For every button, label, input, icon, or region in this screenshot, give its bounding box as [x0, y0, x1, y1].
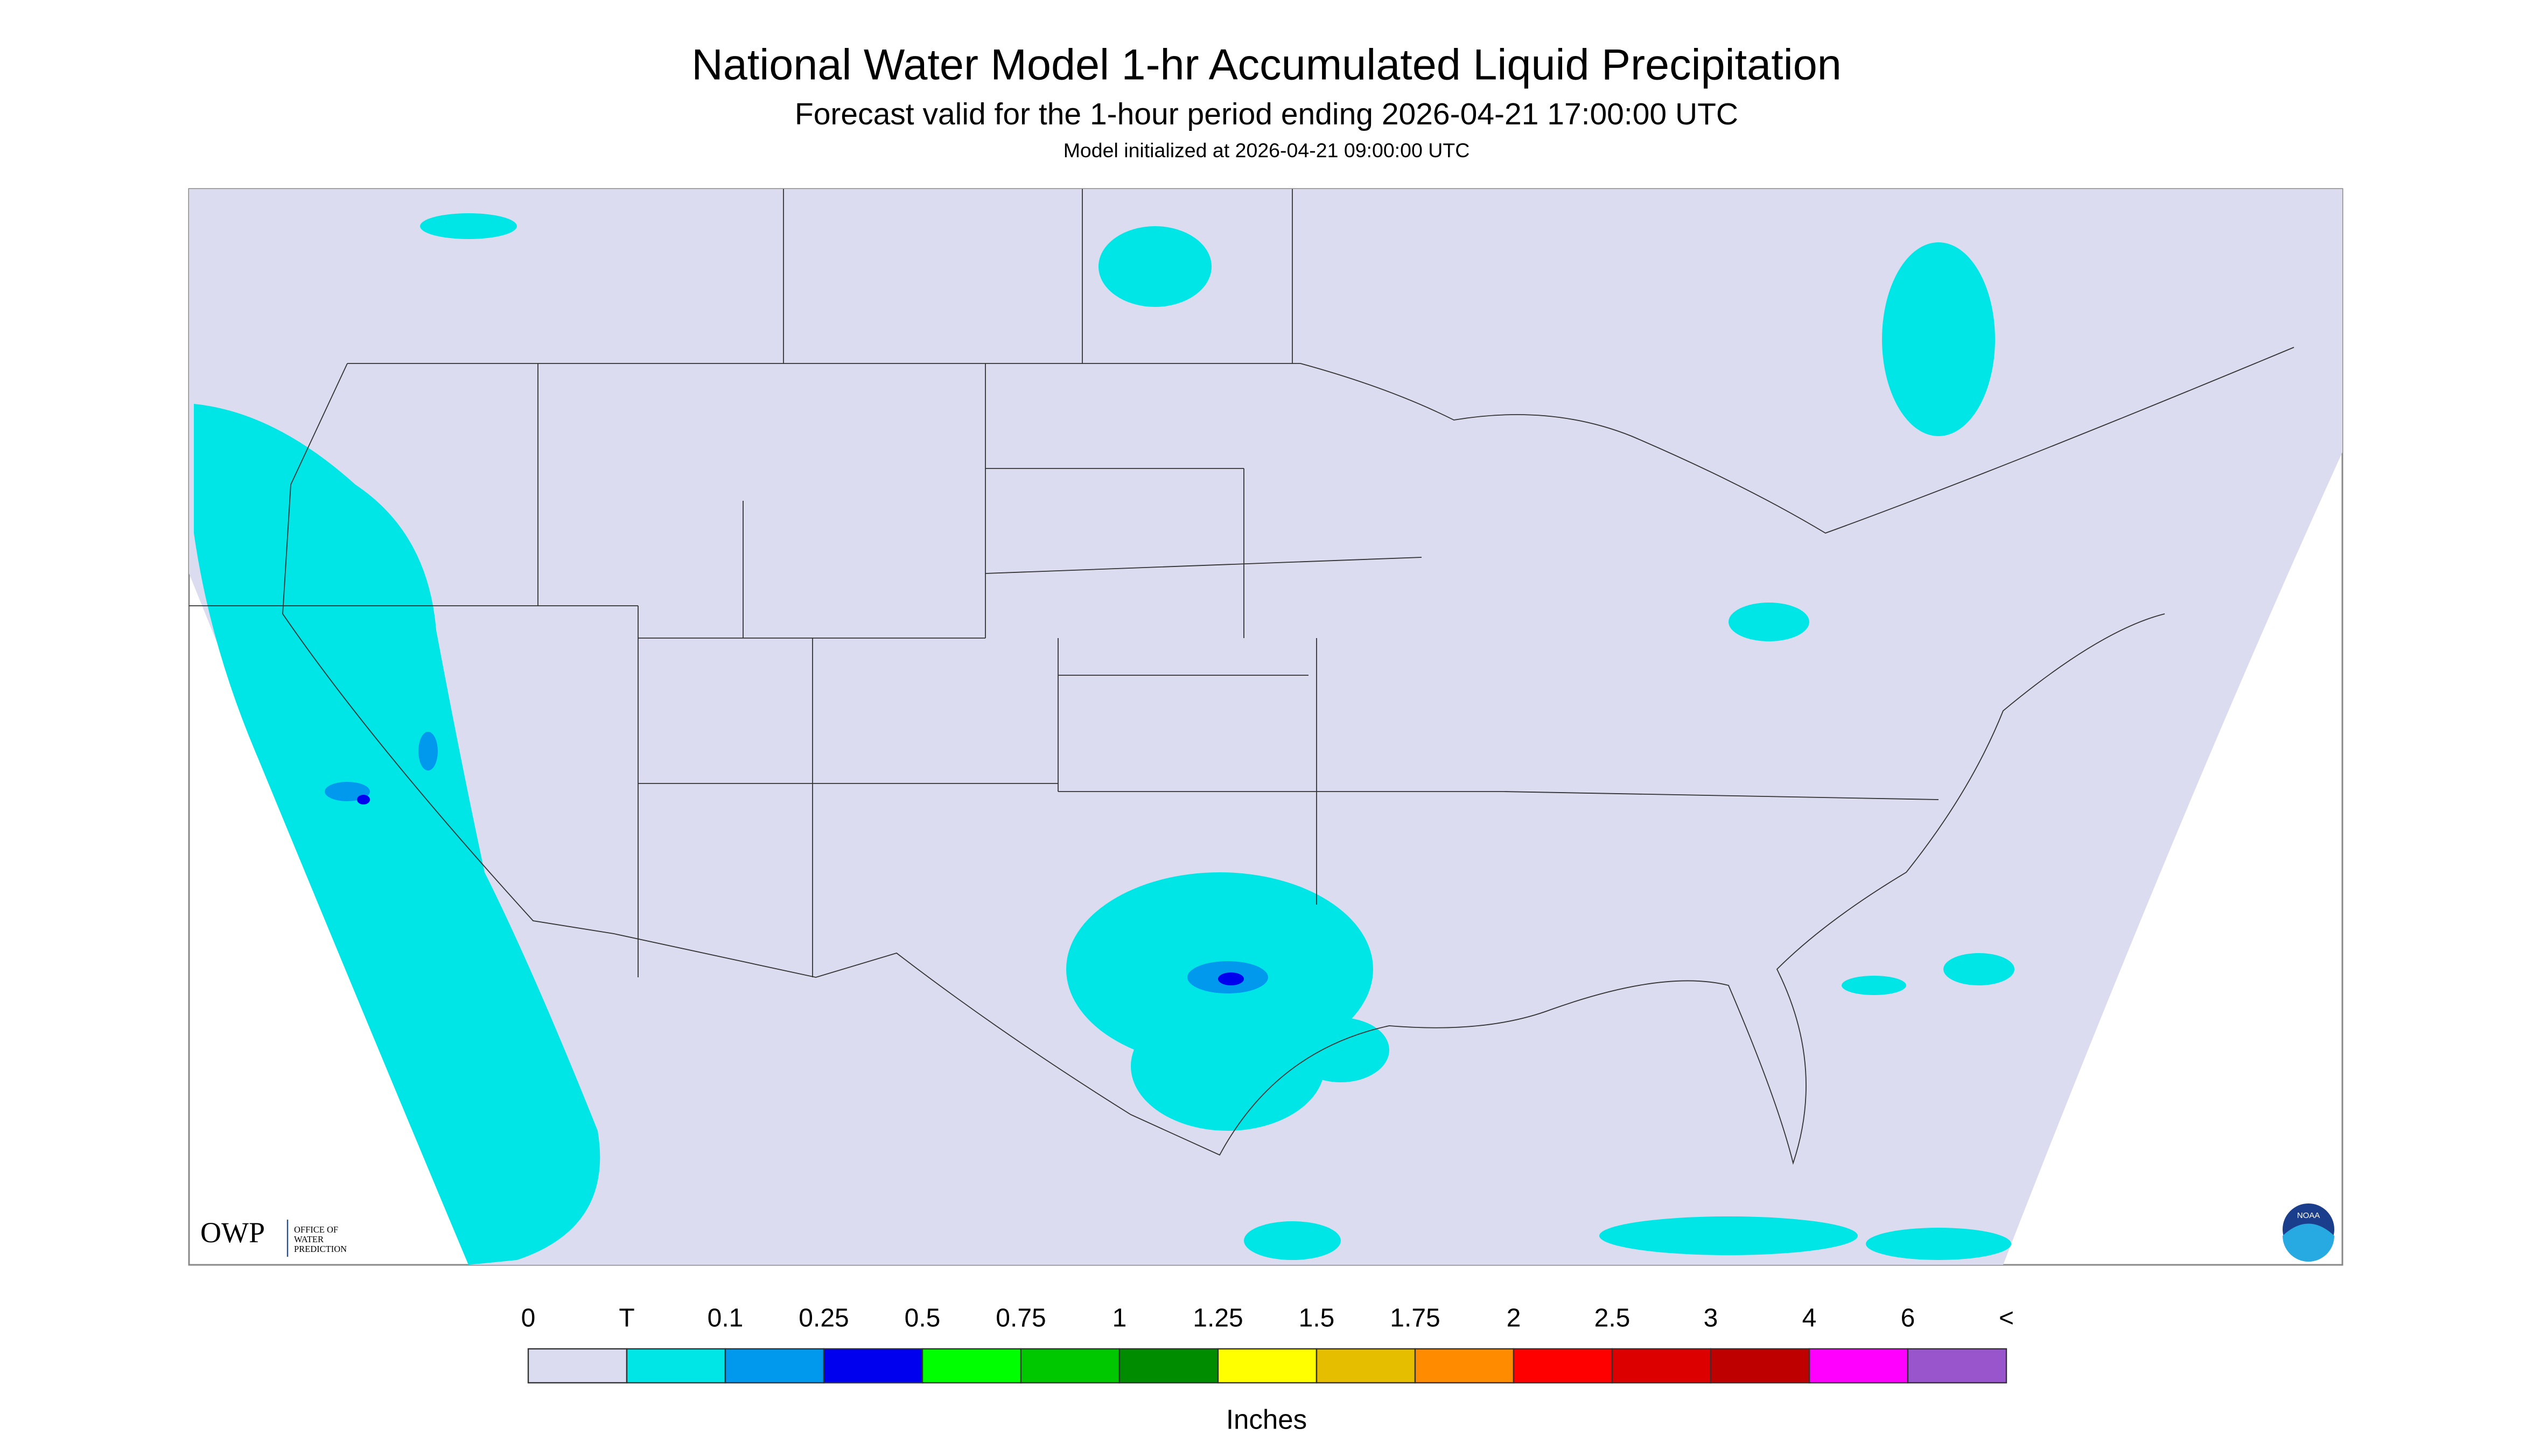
legend-swatch	[527, 1348, 628, 1384]
legend-swatch	[1808, 1348, 1909, 1384]
legend-swatch	[626, 1348, 726, 1384]
subtitle: Forecast valid for the 1-hour period end…	[795, 97, 1738, 131]
legend-label: 6	[1901, 1304, 1915, 1333]
legend-label: 2.5	[1594, 1304, 1631, 1333]
noaa-logo: NOAA	[2283, 1203, 2334, 1262]
legend-swatch	[1710, 1348, 1810, 1384]
map: OWP OFFICE OF WATER PREDICTION NOAA	[188, 188, 2343, 1266]
legend-label: 3	[1704, 1304, 1718, 1333]
legend-label: 0.25	[799, 1304, 849, 1333]
noaa-text: NOAA	[2297, 1211, 2320, 1220]
owp-mark: OWP	[200, 1216, 265, 1249]
legend-swatch	[1217, 1348, 1318, 1384]
boundaries	[189, 189, 2294, 1165]
legend-label: 1.25	[1193, 1304, 1243, 1333]
legend-swatch	[1907, 1348, 2007, 1384]
legend-label: 0.1	[708, 1304, 744, 1333]
legend-label: <	[1999, 1304, 2014, 1333]
legend-swatch	[1118, 1348, 1219, 1384]
legend-swatch	[1414, 1348, 1515, 1384]
legend-label: 0.5	[905, 1304, 941, 1333]
model-domain	[189, 189, 2342, 1265]
legend-label: 1.5	[1299, 1304, 1335, 1333]
legend: 0 T 0.1 0.25 0.5 0.75 1 1.25 1.5 1.75 2 2.5 3 4 6 < Inch…	[521, 1304, 2014, 1435]
legend-swatch	[1020, 1348, 1121, 1384]
owp-logo: OWP OFFICE OF WATER PREDICTION	[200, 1216, 347, 1257]
legend-swatch	[1513, 1348, 1613, 1384]
legend-label: 1	[1112, 1304, 1127, 1333]
legend-unit: Inches	[1226, 1404, 1307, 1434]
init-time: Model initialized at 2026-04-21 09:00:00…	[1063, 139, 1470, 162]
precip-moderate	[357, 795, 1244, 986]
legend-label: T	[619, 1304, 634, 1333]
legend-label: 4	[1802, 1304, 1817, 1333]
legend-label: 2	[1507, 1304, 1521, 1333]
owp-name: PREDICTION	[294, 1244, 347, 1254]
legend-label: 1.75	[1390, 1304, 1440, 1333]
legend-label: 0	[521, 1304, 536, 1333]
legend-swatch	[921, 1348, 1022, 1384]
title: National Water Model 1-hr Accumulated Li…	[691, 40, 1842, 89]
owp-name: OFFICE OF	[294, 1224, 338, 1235]
precip-trace	[194, 213, 2014, 1265]
owp-name: WATER	[294, 1234, 324, 1244]
legend-swatch	[1611, 1348, 1712, 1384]
legend-swatch	[1316, 1348, 1416, 1384]
legend-swatch	[823, 1348, 923, 1384]
noaa-wave	[2283, 1223, 2334, 1262]
legend-label: 0.75	[996, 1304, 1046, 1333]
legend-swatch	[724, 1348, 825, 1384]
